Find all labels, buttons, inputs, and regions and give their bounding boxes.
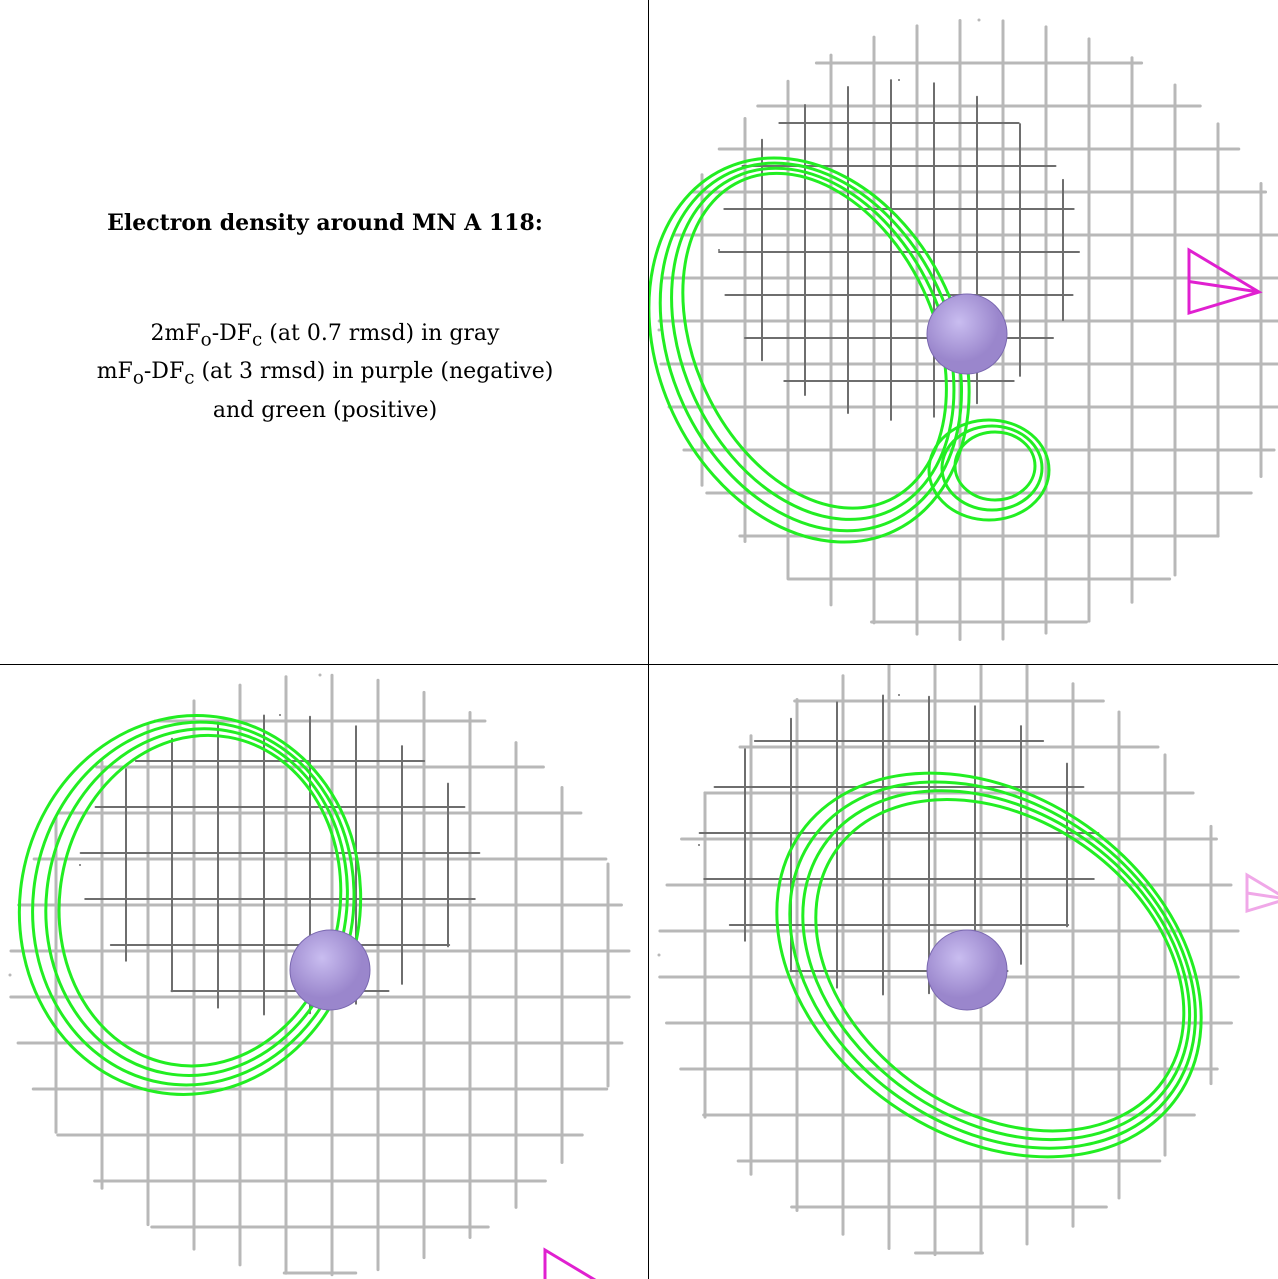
purple-negative-density: [543, 1247, 597, 1279]
caption-cell: Electron density around MN A 118: 2mFo-D…: [0, 0, 648, 664]
mn-atom-sphere: [926, 293, 1008, 375]
density-render-bottom-left: [8, 673, 631, 1279]
mn-atom-sphere: [289, 929, 371, 1011]
density-render-top-right: [649, 18, 1278, 641]
green-positive-density: [775, 771, 1203, 1159]
mn-atom-sphere: [926, 929, 1008, 1011]
caption-title: Electron density around MN A 118:: [107, 210, 543, 236]
legend-line-gray: 2mFo-DFc (at 0.7 rmsd) in gray: [150, 321, 500, 351]
purple-negative-density: [1245, 872, 1278, 914]
caption-legend: 2mFo-DFc (at 0.7 rmsd) in gray mFo-DFc (…: [40, 318, 610, 427]
column-divider: [648, 0, 649, 1279]
green-positive-density: [649, 156, 971, 544]
density-render-bottom-right: [657, 665, 1278, 1257]
view-bottom-right: [649, 665, 1278, 1279]
legend-line-green: and green (positive): [212, 397, 438, 423]
view-top-right: [649, 0, 1278, 664]
green-positive-density: [17, 714, 363, 1096]
gray-density-mesh-back: [718, 79, 1080, 421]
purple-negative-density: [1187, 247, 1263, 316]
gray-density-mesh: [8, 673, 631, 1277]
gray-density-mesh: [657, 665, 1240, 1257]
green-positive-density-small: [927, 418, 1051, 522]
legend-line-difference: mFo-DFc (at 3 rmsd) in purple (negative): [96, 359, 554, 389]
gray-density-mesh-back: [698, 694, 1100, 996]
view-bottom-left: [0, 665, 648, 1279]
row-divider: [0, 664, 1278, 665]
